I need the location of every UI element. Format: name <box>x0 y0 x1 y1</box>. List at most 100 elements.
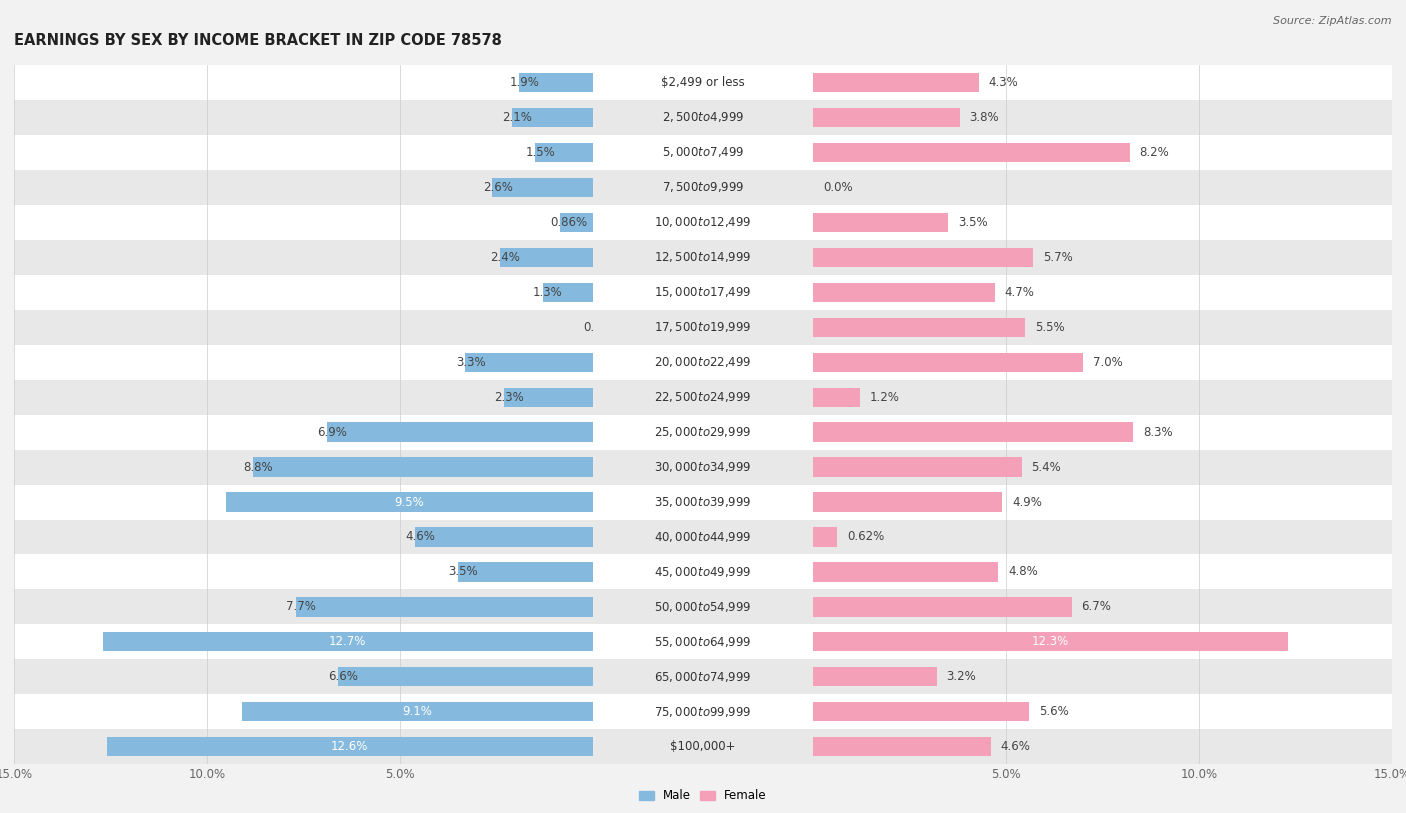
Bar <box>226 493 593 511</box>
Bar <box>813 240 1392 275</box>
Bar <box>560 213 593 232</box>
Bar <box>813 345 1392 380</box>
Bar <box>14 205 593 240</box>
Bar <box>492 178 593 197</box>
Bar <box>813 73 979 92</box>
Text: 9.1%: 9.1% <box>402 706 432 718</box>
Text: 6.6%: 6.6% <box>329 671 359 683</box>
Bar <box>813 65 1392 100</box>
Bar <box>295 598 593 616</box>
Bar <box>813 450 1392 485</box>
Text: 8.2%: 8.2% <box>1139 146 1168 159</box>
Text: 5.7%: 5.7% <box>1043 251 1073 263</box>
Bar <box>593 415 813 450</box>
Bar <box>593 135 813 170</box>
Bar <box>813 248 1033 267</box>
Bar <box>593 554 813 589</box>
Text: $10,000 to $12,499: $10,000 to $12,499 <box>654 215 752 229</box>
Bar <box>813 205 1392 240</box>
Text: 1.2%: 1.2% <box>869 391 898 403</box>
Text: $25,000 to $29,999: $25,000 to $29,999 <box>654 425 752 439</box>
Bar <box>813 702 1029 721</box>
Bar <box>813 143 1129 162</box>
Bar <box>14 135 593 170</box>
Bar <box>534 143 593 162</box>
Bar <box>337 667 593 686</box>
Text: $12,500 to $14,999: $12,500 to $14,999 <box>654 250 752 264</box>
Text: 4.6%: 4.6% <box>1000 741 1031 753</box>
Bar <box>813 589 1392 624</box>
Text: 1.5%: 1.5% <box>526 146 555 159</box>
Bar <box>813 310 1392 345</box>
Bar <box>813 493 1002 511</box>
Bar <box>813 554 1392 589</box>
Bar <box>14 275 593 310</box>
Bar <box>813 485 1392 520</box>
Bar <box>593 345 813 380</box>
Bar <box>813 388 859 406</box>
Text: 4.7%: 4.7% <box>1004 286 1033 298</box>
Bar <box>503 388 593 406</box>
Bar <box>14 520 593 554</box>
Text: $2,500 to $4,999: $2,500 to $4,999 <box>662 111 744 124</box>
Text: 6.9%: 6.9% <box>316 426 347 438</box>
Bar <box>14 310 593 345</box>
Text: EARNINGS BY SEX BY INCOME BRACKET IN ZIP CODE 78578: EARNINGS BY SEX BY INCOME BRACKET IN ZIP… <box>14 33 502 47</box>
Bar <box>813 380 1392 415</box>
Bar <box>593 65 813 100</box>
Bar <box>415 528 593 546</box>
Text: 12.6%: 12.6% <box>330 741 368 753</box>
Text: $15,000 to $17,499: $15,000 to $17,499 <box>654 285 752 299</box>
Bar <box>593 729 813 764</box>
Bar <box>458 563 593 581</box>
Bar <box>253 458 593 476</box>
Text: 8.8%: 8.8% <box>243 461 273 473</box>
Text: $75,000 to $99,999: $75,000 to $99,999 <box>654 705 752 719</box>
Bar <box>813 318 1025 337</box>
Text: 4.3%: 4.3% <box>988 76 1018 89</box>
Bar <box>107 737 593 756</box>
Text: 9.5%: 9.5% <box>395 496 425 508</box>
Text: $35,000 to $39,999: $35,000 to $39,999 <box>654 495 752 509</box>
Text: $55,000 to $64,999: $55,000 to $64,999 <box>654 635 752 649</box>
Text: 12.7%: 12.7% <box>329 636 367 648</box>
Bar <box>14 100 593 135</box>
Text: 4.6%: 4.6% <box>406 531 436 543</box>
Bar <box>593 275 813 310</box>
Bar <box>813 520 1392 554</box>
Text: $5,000 to $7,499: $5,000 to $7,499 <box>662 146 744 159</box>
Text: 5.5%: 5.5% <box>1035 321 1064 333</box>
Bar <box>14 624 593 659</box>
Bar <box>14 589 593 624</box>
Bar <box>593 310 813 345</box>
Text: 2.3%: 2.3% <box>495 391 524 403</box>
Bar <box>813 528 837 546</box>
Bar <box>593 485 813 520</box>
Bar <box>543 283 593 302</box>
Bar <box>14 694 593 729</box>
Text: $22,500 to $24,999: $22,500 to $24,999 <box>654 390 752 404</box>
Bar <box>813 275 1392 310</box>
Bar <box>813 170 1392 205</box>
Bar <box>519 73 593 92</box>
Text: 0.62%: 0.62% <box>846 531 884 543</box>
Text: $30,000 to $34,999: $30,000 to $34,999 <box>654 460 752 474</box>
Text: 2.4%: 2.4% <box>491 251 520 263</box>
Text: 7.7%: 7.7% <box>285 601 316 613</box>
Bar <box>813 423 1133 441</box>
Text: 0.86%: 0.86% <box>550 216 588 228</box>
Text: 4.9%: 4.9% <box>1012 496 1042 508</box>
Text: Source: ZipAtlas.com: Source: ZipAtlas.com <box>1274 16 1392 26</box>
Text: 8.3%: 8.3% <box>1143 426 1173 438</box>
Text: 1.3%: 1.3% <box>533 286 562 298</box>
Text: $65,000 to $74,999: $65,000 to $74,999 <box>654 670 752 684</box>
Text: $100,000+: $100,000+ <box>671 741 735 753</box>
Bar <box>813 598 1071 616</box>
Bar <box>593 694 813 729</box>
Bar <box>813 563 998 581</box>
Text: $7,500 to $9,999: $7,500 to $9,999 <box>662 180 744 194</box>
Bar <box>14 729 593 764</box>
Bar <box>14 240 593 275</box>
Text: 12.3%: 12.3% <box>1032 636 1069 648</box>
Text: 2.6%: 2.6% <box>482 181 513 193</box>
